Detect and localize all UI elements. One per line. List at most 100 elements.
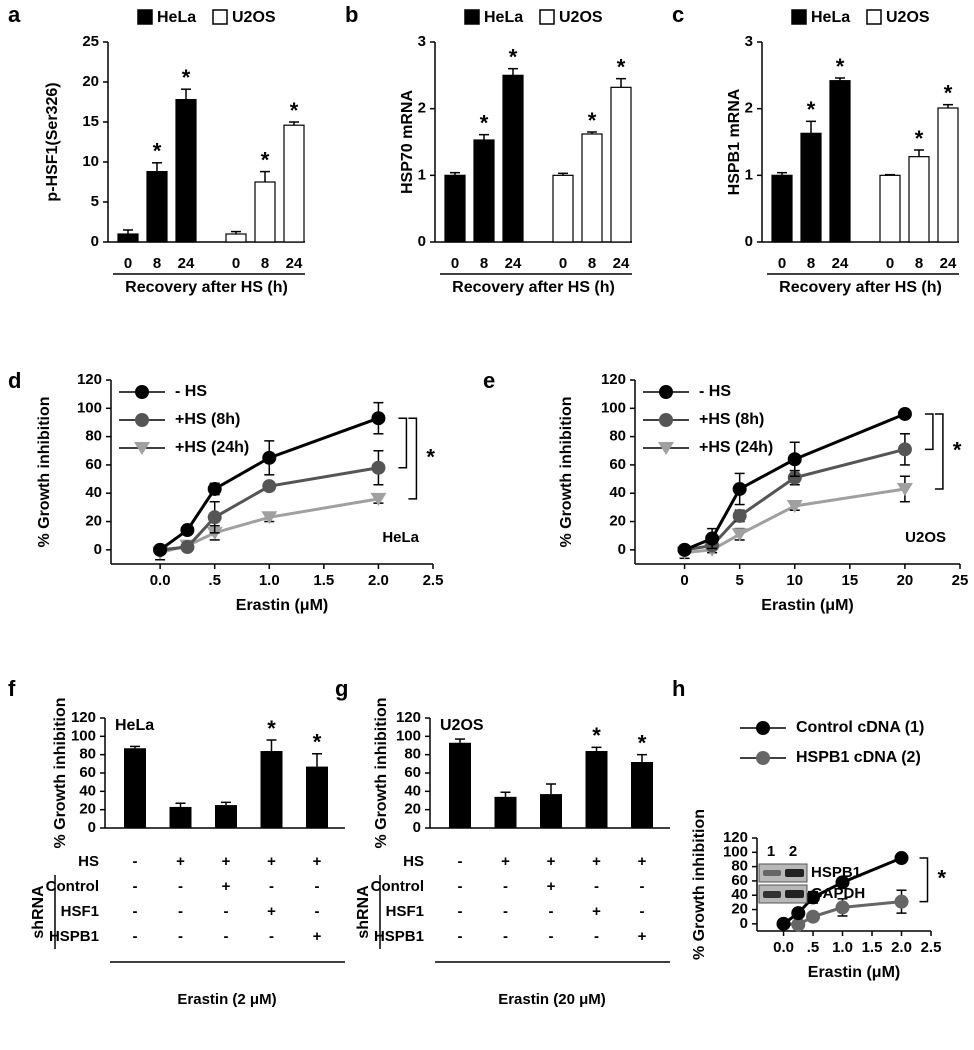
panel-annotation: HeLa [115, 717, 154, 734]
y-tick-label: 0 [740, 915, 748, 932]
point [776, 916, 791, 931]
significance-mark: * [953, 437, 962, 462]
y-tick-label: 40 [731, 886, 748, 903]
y-tick-label: 80 [85, 428, 102, 445]
x-tick-label: 24 [940, 255, 957, 272]
condition-cell: + [313, 928, 322, 945]
x-tick-label: 24 [613, 255, 630, 272]
point [262, 479, 277, 494]
y-axis-label: % Growth inhibition [52, 697, 69, 848]
condition-cell: - [458, 853, 463, 870]
y-tick-label: 20 [82, 73, 99, 90]
y-tick-label: 60 [609, 456, 626, 473]
point [705, 531, 720, 546]
blot [758, 884, 808, 904]
legend-marker [756, 751, 770, 765]
panel-annotation: U2OS [440, 717, 484, 734]
legend-swatch [464, 9, 480, 25]
legend-label: HSPB1 cDNA (2) [796, 749, 921, 766]
condition-cell: - [269, 928, 274, 945]
x-axis-label: Erastin (μM) [808, 964, 900, 981]
y-tick-label: 0 [94, 541, 102, 558]
bar [631, 762, 653, 828]
legend-label: +HS (24h) [175, 439, 249, 456]
y-tick-label: 120 [77, 371, 102, 388]
bar [260, 751, 283, 828]
x-tick-label: 0 [124, 255, 132, 272]
significance-bracket [408, 417, 418, 500]
y-tick-label: 100 [601, 399, 626, 416]
x-tick-label: 8 [153, 255, 161, 272]
significance-mark: * [261, 147, 270, 172]
y-tick-label: 60 [731, 872, 748, 889]
legend-label: Control cDNA (1) [796, 719, 924, 736]
condition-label: HSF1 [61, 903, 99, 920]
blot-band [763, 891, 781, 898]
bar [175, 98, 197, 243]
condition-cell: - [503, 878, 508, 895]
x-tick-label: 8 [480, 255, 488, 272]
condition-cell: - [315, 903, 320, 920]
panel-annotation: HeLa [382, 529, 419, 546]
significance-bracket [398, 417, 408, 469]
y-tick-label: 80 [731, 858, 748, 875]
y-tick-label: 1 [745, 166, 753, 183]
x-tick-label: 1.5 [862, 939, 883, 956]
point [180, 540, 195, 555]
y-tick-label: 120 [723, 829, 748, 846]
x-axis-label: Erastin (μM) [236, 597, 328, 614]
x-tick-label: 2.5 [423, 572, 444, 589]
significance-mark: * [938, 866, 947, 891]
x-tick-label: 20 [897, 572, 914, 589]
condition-cell: + [547, 878, 556, 895]
bar [473, 139, 495, 243]
condition-cell: + [267, 853, 276, 870]
legend-swatch [212, 9, 228, 25]
bar [502, 74, 524, 243]
panel-letter: c [672, 2, 684, 27]
point [791, 906, 806, 921]
point [786, 499, 803, 513]
point [370, 492, 387, 506]
significance-mark: * [807, 97, 816, 122]
y-tick-label: 60 [404, 764, 421, 781]
condition-cell: - [178, 928, 183, 945]
y-tick-label: 60 [79, 764, 96, 781]
bar [552, 174, 574, 243]
x-axis-label: Erastin (μM) [761, 597, 853, 614]
significance-mark: * [944, 80, 953, 105]
point [180, 523, 195, 538]
condition-label: HS [78, 853, 99, 870]
condition-cell: + [176, 853, 185, 870]
legend-swatch [137, 9, 153, 25]
point [207, 510, 222, 525]
significance-bracket [919, 857, 929, 903]
panel-letter: a [8, 2, 21, 27]
panel-letter: b [345, 2, 358, 27]
condition-cell: - [503, 928, 508, 945]
x-tick-label: 0 [232, 255, 240, 272]
y-axis-label: % Growth inhibition [36, 396, 53, 547]
condition-cell: - [178, 878, 183, 895]
y-tick-label: 80 [404, 746, 421, 763]
legend-swatch [866, 9, 882, 25]
point [787, 470, 802, 485]
point [791, 917, 806, 932]
point [732, 481, 747, 496]
panel-letter: h [672, 676, 685, 701]
x-tick-label: 1.5 [313, 572, 334, 589]
legend-marker [135, 413, 149, 427]
bar [306, 766, 328, 828]
x-tick-label: 8 [588, 255, 596, 272]
y-tick-label: 20 [85, 513, 102, 530]
significance-mark: * [426, 444, 435, 469]
y-tick-label: 40 [79, 782, 96, 799]
x-tick-label: 0 [680, 572, 688, 589]
bar [283, 124, 305, 243]
point [371, 411, 386, 426]
x-tick-label: .5 [208, 572, 221, 589]
band-label: GAPDH [811, 885, 865, 902]
legend-label: +HS (8h) [175, 411, 240, 428]
x-tick-label: 0 [778, 255, 786, 272]
y-tick-label: 120 [601, 371, 626, 388]
